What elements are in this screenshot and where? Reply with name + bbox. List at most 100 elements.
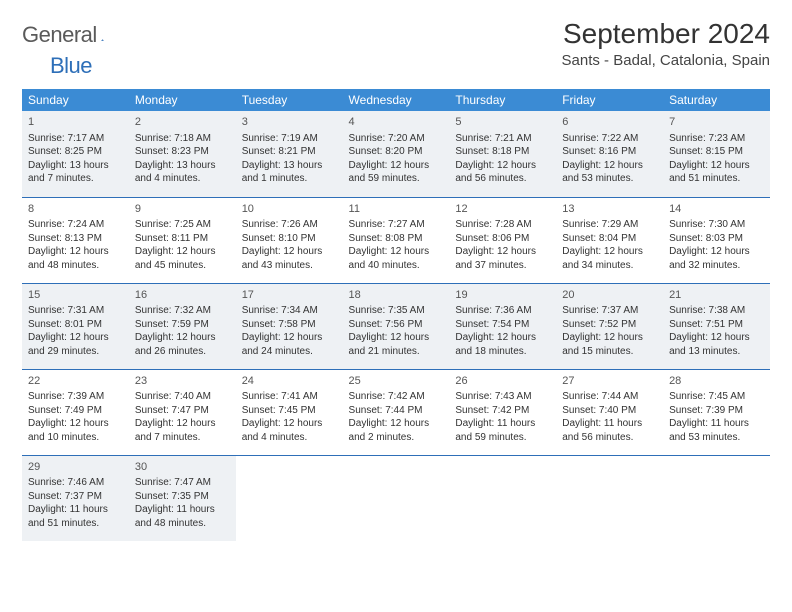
daylight-line: Daylight: 11 hours and 56 minutes. [562, 417, 657, 444]
calendar-day: 27Sunrise: 7:44 AMSunset: 7:40 PMDayligh… [556, 369, 663, 455]
sunset-line: Sunset: 8:21 PM [242, 145, 337, 159]
day-number: 7 [669, 115, 764, 130]
weekday-header: Saturday [663, 89, 770, 111]
day-number: 4 [349, 115, 444, 130]
sunrise-line: Sunrise: 7:47 AM [135, 476, 230, 490]
day-number: 29 [28, 460, 123, 475]
calendar-body: 1Sunrise: 7:17 AMSunset: 8:25 PMDaylight… [22, 111, 770, 541]
sunset-line: Sunset: 8:08 PM [349, 232, 444, 246]
sunrise-line: Sunrise: 7:24 AM [28, 218, 123, 232]
calendar-day: 6Sunrise: 7:22 AMSunset: 8:16 PMDaylight… [556, 111, 663, 197]
calendar-day: 1Sunrise: 7:17 AMSunset: 8:25 PMDaylight… [22, 111, 129, 197]
calendar-day: 25Sunrise: 7:42 AMSunset: 7:44 PMDayligh… [343, 369, 450, 455]
daylight-line: Daylight: 12 hours and 24 minutes. [242, 331, 337, 358]
calendar-empty [343, 455, 450, 541]
sunrise-line: Sunrise: 7:18 AM [135, 132, 230, 146]
daylight-line: Daylight: 11 hours and 48 minutes. [135, 503, 230, 530]
sunrise-line: Sunrise: 7:43 AM [455, 390, 550, 404]
calendar-day: 14Sunrise: 7:30 AMSunset: 8:03 PMDayligh… [663, 197, 770, 283]
daylight-line: Daylight: 12 hours and 34 minutes. [562, 245, 657, 272]
calendar-day: 12Sunrise: 7:28 AMSunset: 8:06 PMDayligh… [449, 197, 556, 283]
sunset-line: Sunset: 7:37 PM [28, 490, 123, 504]
daylight-line: Daylight: 12 hours and 40 minutes. [349, 245, 444, 272]
sunrise-line: Sunrise: 7:20 AM [349, 132, 444, 146]
sunrise-line: Sunrise: 7:31 AM [28, 304, 123, 318]
sunset-line: Sunset: 7:44 PM [349, 404, 444, 418]
daylight-line: Daylight: 11 hours and 59 minutes. [455, 417, 550, 444]
calendar-day: 20Sunrise: 7:37 AMSunset: 7:52 PMDayligh… [556, 283, 663, 369]
calendar-day: 10Sunrise: 7:26 AMSunset: 8:10 PMDayligh… [236, 197, 343, 283]
calendar-day: 19Sunrise: 7:36 AMSunset: 7:54 PMDayligh… [449, 283, 556, 369]
calendar-day: 17Sunrise: 7:34 AMSunset: 7:58 PMDayligh… [236, 283, 343, 369]
month-title: September 2024 [562, 18, 770, 50]
calendar-day: 22Sunrise: 7:39 AMSunset: 7:49 PMDayligh… [22, 369, 129, 455]
logo: General [22, 18, 121, 48]
calendar-empty [556, 455, 663, 541]
sunset-line: Sunset: 8:16 PM [562, 145, 657, 159]
calendar-day: 16Sunrise: 7:32 AMSunset: 7:59 PMDayligh… [129, 283, 236, 369]
day-number: 16 [135, 288, 230, 303]
calendar-empty [663, 455, 770, 541]
sunrise-line: Sunrise: 7:37 AM [562, 304, 657, 318]
daylight-line: Daylight: 12 hours and 37 minutes. [455, 245, 550, 272]
daylight-line: Daylight: 12 hours and 32 minutes. [669, 245, 764, 272]
calendar-day: 2Sunrise: 7:18 AMSunset: 8:23 PMDaylight… [129, 111, 236, 197]
weekday-header: Wednesday [343, 89, 450, 111]
sunrise-line: Sunrise: 7:21 AM [455, 132, 550, 146]
sunset-line: Sunset: 7:54 PM [455, 318, 550, 332]
day-number: 18 [349, 288, 444, 303]
day-number: 14 [669, 202, 764, 217]
calendar-week: 22Sunrise: 7:39 AMSunset: 7:49 PMDayligh… [22, 369, 770, 455]
day-number: 17 [242, 288, 337, 303]
calendar-week: 29Sunrise: 7:46 AMSunset: 7:37 PMDayligh… [22, 455, 770, 541]
calendar-week: 15Sunrise: 7:31 AMSunset: 8:01 PMDayligh… [22, 283, 770, 369]
calendar-day: 29Sunrise: 7:46 AMSunset: 7:37 PMDayligh… [22, 455, 129, 541]
day-number: 19 [455, 288, 550, 303]
sunset-line: Sunset: 7:58 PM [242, 318, 337, 332]
daylight-line: Daylight: 12 hours and 10 minutes. [28, 417, 123, 444]
sunrise-line: Sunrise: 7:45 AM [669, 390, 764, 404]
day-number: 15 [28, 288, 123, 303]
daylight-line: Daylight: 12 hours and 15 minutes. [562, 331, 657, 358]
calendar-day: 15Sunrise: 7:31 AMSunset: 8:01 PMDayligh… [22, 283, 129, 369]
sunrise-line: Sunrise: 7:35 AM [349, 304, 444, 318]
sunrise-line: Sunrise: 7:34 AM [242, 304, 337, 318]
weekday-header: Sunday [22, 89, 129, 111]
sunset-line: Sunset: 7:35 PM [135, 490, 230, 504]
sunrise-line: Sunrise: 7:36 AM [455, 304, 550, 318]
day-number: 3 [242, 115, 337, 130]
calendar-head: SundayMondayTuesdayWednesdayThursdayFrid… [22, 89, 770, 111]
daylight-line: Daylight: 12 hours and 7 minutes. [135, 417, 230, 444]
daylight-line: Daylight: 12 hours and 48 minutes. [28, 245, 123, 272]
day-number: 10 [242, 202, 337, 217]
calendar-day: 8Sunrise: 7:24 AMSunset: 8:13 PMDaylight… [22, 197, 129, 283]
daylight-line: Daylight: 12 hours and 45 minutes. [135, 245, 230, 272]
sunset-line: Sunset: 7:39 PM [669, 404, 764, 418]
calendar-day: 30Sunrise: 7:47 AMSunset: 7:35 PMDayligh… [129, 455, 236, 541]
calendar-day: 7Sunrise: 7:23 AMSunset: 8:15 PMDaylight… [663, 111, 770, 197]
sunset-line: Sunset: 8:13 PM [28, 232, 123, 246]
day-number: 11 [349, 202, 444, 217]
sunrise-line: Sunrise: 7:32 AM [135, 304, 230, 318]
sunset-line: Sunset: 8:04 PM [562, 232, 657, 246]
day-number: 12 [455, 202, 550, 217]
daylight-line: Daylight: 13 hours and 1 minutes. [242, 159, 337, 186]
calendar-day: 26Sunrise: 7:43 AMSunset: 7:42 PMDayligh… [449, 369, 556, 455]
sunset-line: Sunset: 8:03 PM [669, 232, 764, 246]
calendar-day: 9Sunrise: 7:25 AMSunset: 8:11 PMDaylight… [129, 197, 236, 283]
weekday-header: Friday [556, 89, 663, 111]
daylight-line: Daylight: 11 hours and 51 minutes. [28, 503, 123, 530]
daylight-line: Daylight: 13 hours and 4 minutes. [135, 159, 230, 186]
sunrise-line: Sunrise: 7:26 AM [242, 218, 337, 232]
sunset-line: Sunset: 8:15 PM [669, 145, 764, 159]
sunrise-line: Sunrise: 7:39 AM [28, 390, 123, 404]
sunset-line: Sunset: 7:51 PM [669, 318, 764, 332]
calendar-table: SundayMondayTuesdayWednesdayThursdayFrid… [22, 89, 770, 541]
sunrise-line: Sunrise: 7:27 AM [349, 218, 444, 232]
sunrise-line: Sunrise: 7:22 AM [562, 132, 657, 146]
day-number: 22 [28, 374, 123, 389]
weekday-header: Tuesday [236, 89, 343, 111]
daylight-line: Daylight: 11 hours and 53 minutes. [669, 417, 764, 444]
daylight-line: Daylight: 12 hours and 26 minutes. [135, 331, 230, 358]
calendar-day: 4Sunrise: 7:20 AMSunset: 8:20 PMDaylight… [343, 111, 450, 197]
